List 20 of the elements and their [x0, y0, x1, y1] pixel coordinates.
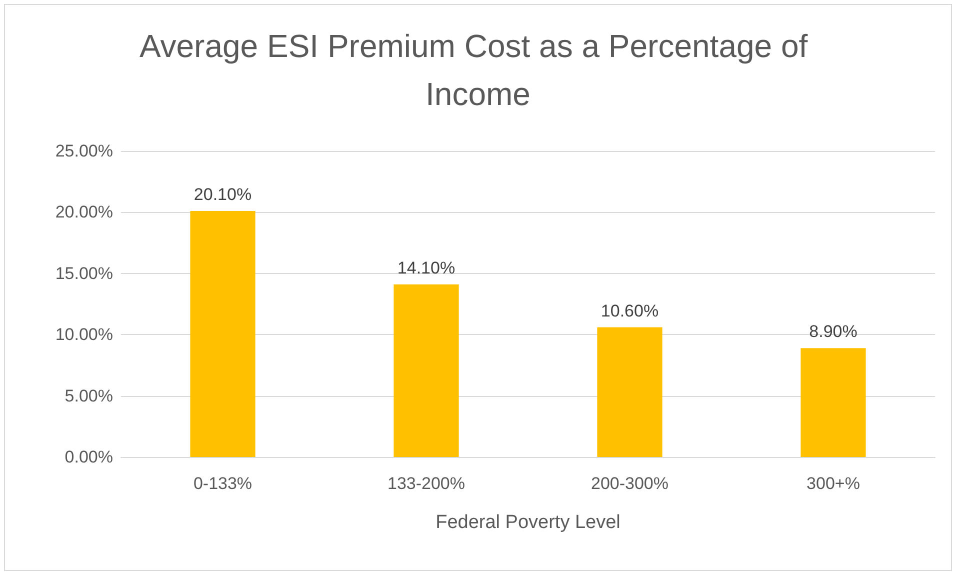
data-label: 20.10%: [194, 184, 252, 204]
x-tick-label: 0-133%: [193, 474, 252, 493]
x-tick-label: 200-300%: [590, 474, 669, 493]
y-tick-label: 5.00%: [64, 386, 113, 406]
x-tick-label: 300+%: [806, 474, 860, 493]
bar: [597, 327, 662, 457]
y-tick-label: 10.00%: [55, 325, 113, 344]
data-label: 8.90%: [809, 322, 858, 342]
x-tick-label: 133-200%: [387, 474, 466, 493]
chart-title: Average ESI Premium Cost as a Percentage of Income: [139, 28, 817, 112]
bar: [800, 348, 866, 457]
bar: [190, 210, 256, 457]
data-label: 10.60%: [600, 301, 659, 320]
data-label: 14.10%: [397, 258, 456, 278]
y-tick-label: 15.00%: [55, 264, 113, 283]
y-tick-label: 0.00%: [64, 448, 113, 466]
bar: [394, 284, 459, 457]
y-tick-label: 20.00%: [55, 202, 113, 222]
x-axis-title: Federal Poverty Level: [436, 512, 620, 533]
y-tick-label: 25.00%: [55, 142, 113, 160]
